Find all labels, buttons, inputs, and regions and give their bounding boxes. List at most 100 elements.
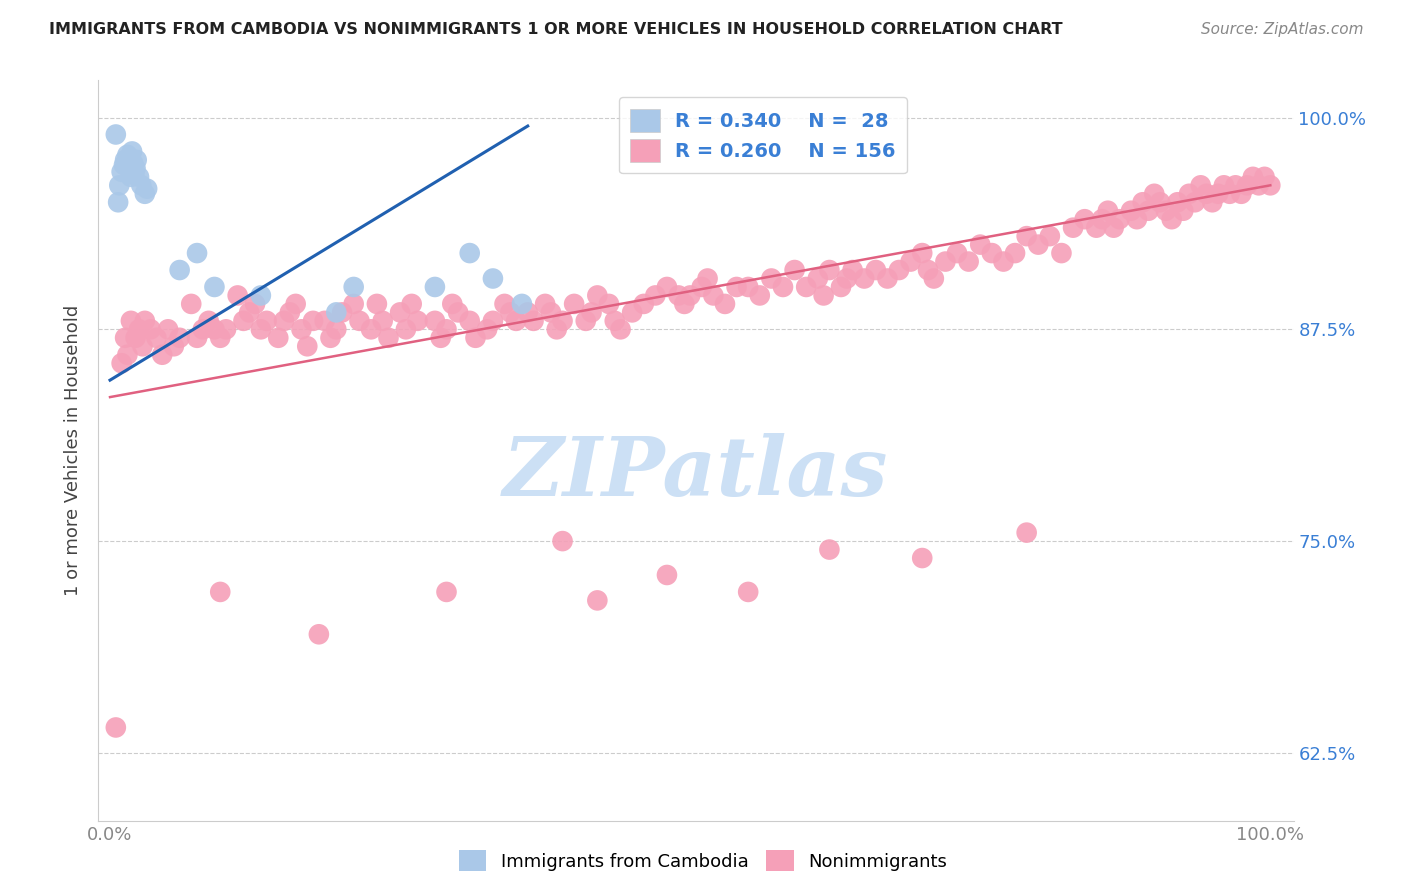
Point (725, 280, 748, 294)
Point (581, 305, 603, 319)
Point (835, 271, 858, 285)
Point (297, 339, 319, 353)
Point (284, 297, 307, 311)
Point (145, 331, 167, 345)
Point (1236, 178, 1258, 193)
Point (150, 348, 173, 362)
Point (679, 288, 702, 302)
Point (124, 331, 146, 345)
Point (308, 627, 330, 641)
Point (128, 322, 150, 336)
Point (343, 297, 366, 311)
Point (423, 280, 446, 294)
Point (841, 263, 863, 277)
Point (969, 237, 991, 252)
Point (1166, 195, 1188, 210)
Point (204, 280, 226, 294)
Point (401, 297, 423, 311)
Point (325, 322, 347, 336)
Point (120, 169, 142, 184)
Point (1173, 203, 1195, 218)
Point (360, 322, 382, 336)
Point (499, 305, 522, 319)
Point (464, 331, 486, 345)
Point (458, 246, 481, 260)
Point (668, 288, 690, 302)
Point (250, 288, 273, 302)
Point (673, 297, 696, 311)
Point (586, 288, 609, 302)
Point (575, 314, 598, 328)
Point (122, 156, 145, 170)
Point (204, 322, 226, 336)
Point (813, 288, 835, 302)
Point (124, 161, 146, 176)
Point (482, 271, 505, 285)
Point (226, 288, 249, 302)
Point (534, 297, 557, 311)
Point (107, 195, 129, 210)
Point (783, 263, 806, 277)
Point (111, 165, 134, 179)
Point (551, 534, 574, 549)
Point (256, 314, 278, 328)
Point (1241, 169, 1264, 184)
Point (169, 263, 191, 277)
Point (458, 314, 481, 328)
Point (232, 314, 254, 328)
Point (117, 348, 139, 362)
Point (598, 297, 620, 311)
Point (922, 271, 945, 285)
Point (1160, 212, 1182, 227)
Point (1253, 169, 1275, 184)
Point (603, 314, 626, 328)
Point (278, 305, 301, 319)
Point (516, 305, 538, 319)
Point (1184, 195, 1206, 210)
Point (290, 322, 312, 336)
Point (830, 280, 852, 294)
Point (243, 297, 266, 311)
Point (655, 568, 678, 582)
Legend: R = 0.340    N =  28, R = 0.260    N = 156: R = 0.340 N = 28, R = 0.260 N = 156 (619, 97, 907, 173)
Point (238, 305, 260, 319)
Point (1026, 237, 1049, 252)
Point (406, 314, 429, 328)
Point (957, 254, 980, 268)
Point (887, 263, 910, 277)
Point (900, 254, 922, 268)
Point (186, 246, 208, 260)
Point (131, 339, 153, 353)
Point (546, 322, 568, 336)
Point (993, 254, 1015, 268)
Point (108, 178, 131, 193)
Point (737, 585, 759, 599)
Point (1102, 220, 1125, 235)
Point (562, 297, 585, 311)
Point (655, 280, 678, 294)
Point (1137, 203, 1160, 218)
Y-axis label: 1 or more Vehicles in Household: 1 or more Vehicles in Household (65, 305, 83, 596)
Point (494, 297, 516, 311)
Point (302, 314, 325, 328)
Point (1149, 195, 1171, 210)
Point (807, 271, 830, 285)
Point (371, 314, 394, 328)
Point (1201, 195, 1223, 210)
Point (1015, 525, 1038, 540)
Point (1230, 186, 1253, 201)
Point (104, 128, 127, 142)
Point (120, 314, 142, 328)
Point (112, 158, 135, 172)
Point (441, 297, 464, 311)
Point (121, 145, 143, 159)
Point (436, 322, 458, 336)
Point (191, 322, 214, 336)
Point (1258, 178, 1281, 193)
Point (157, 322, 180, 336)
Point (377, 331, 399, 345)
Point (980, 246, 1002, 260)
Point (876, 271, 898, 285)
Point (319, 331, 342, 345)
Point (761, 271, 783, 285)
